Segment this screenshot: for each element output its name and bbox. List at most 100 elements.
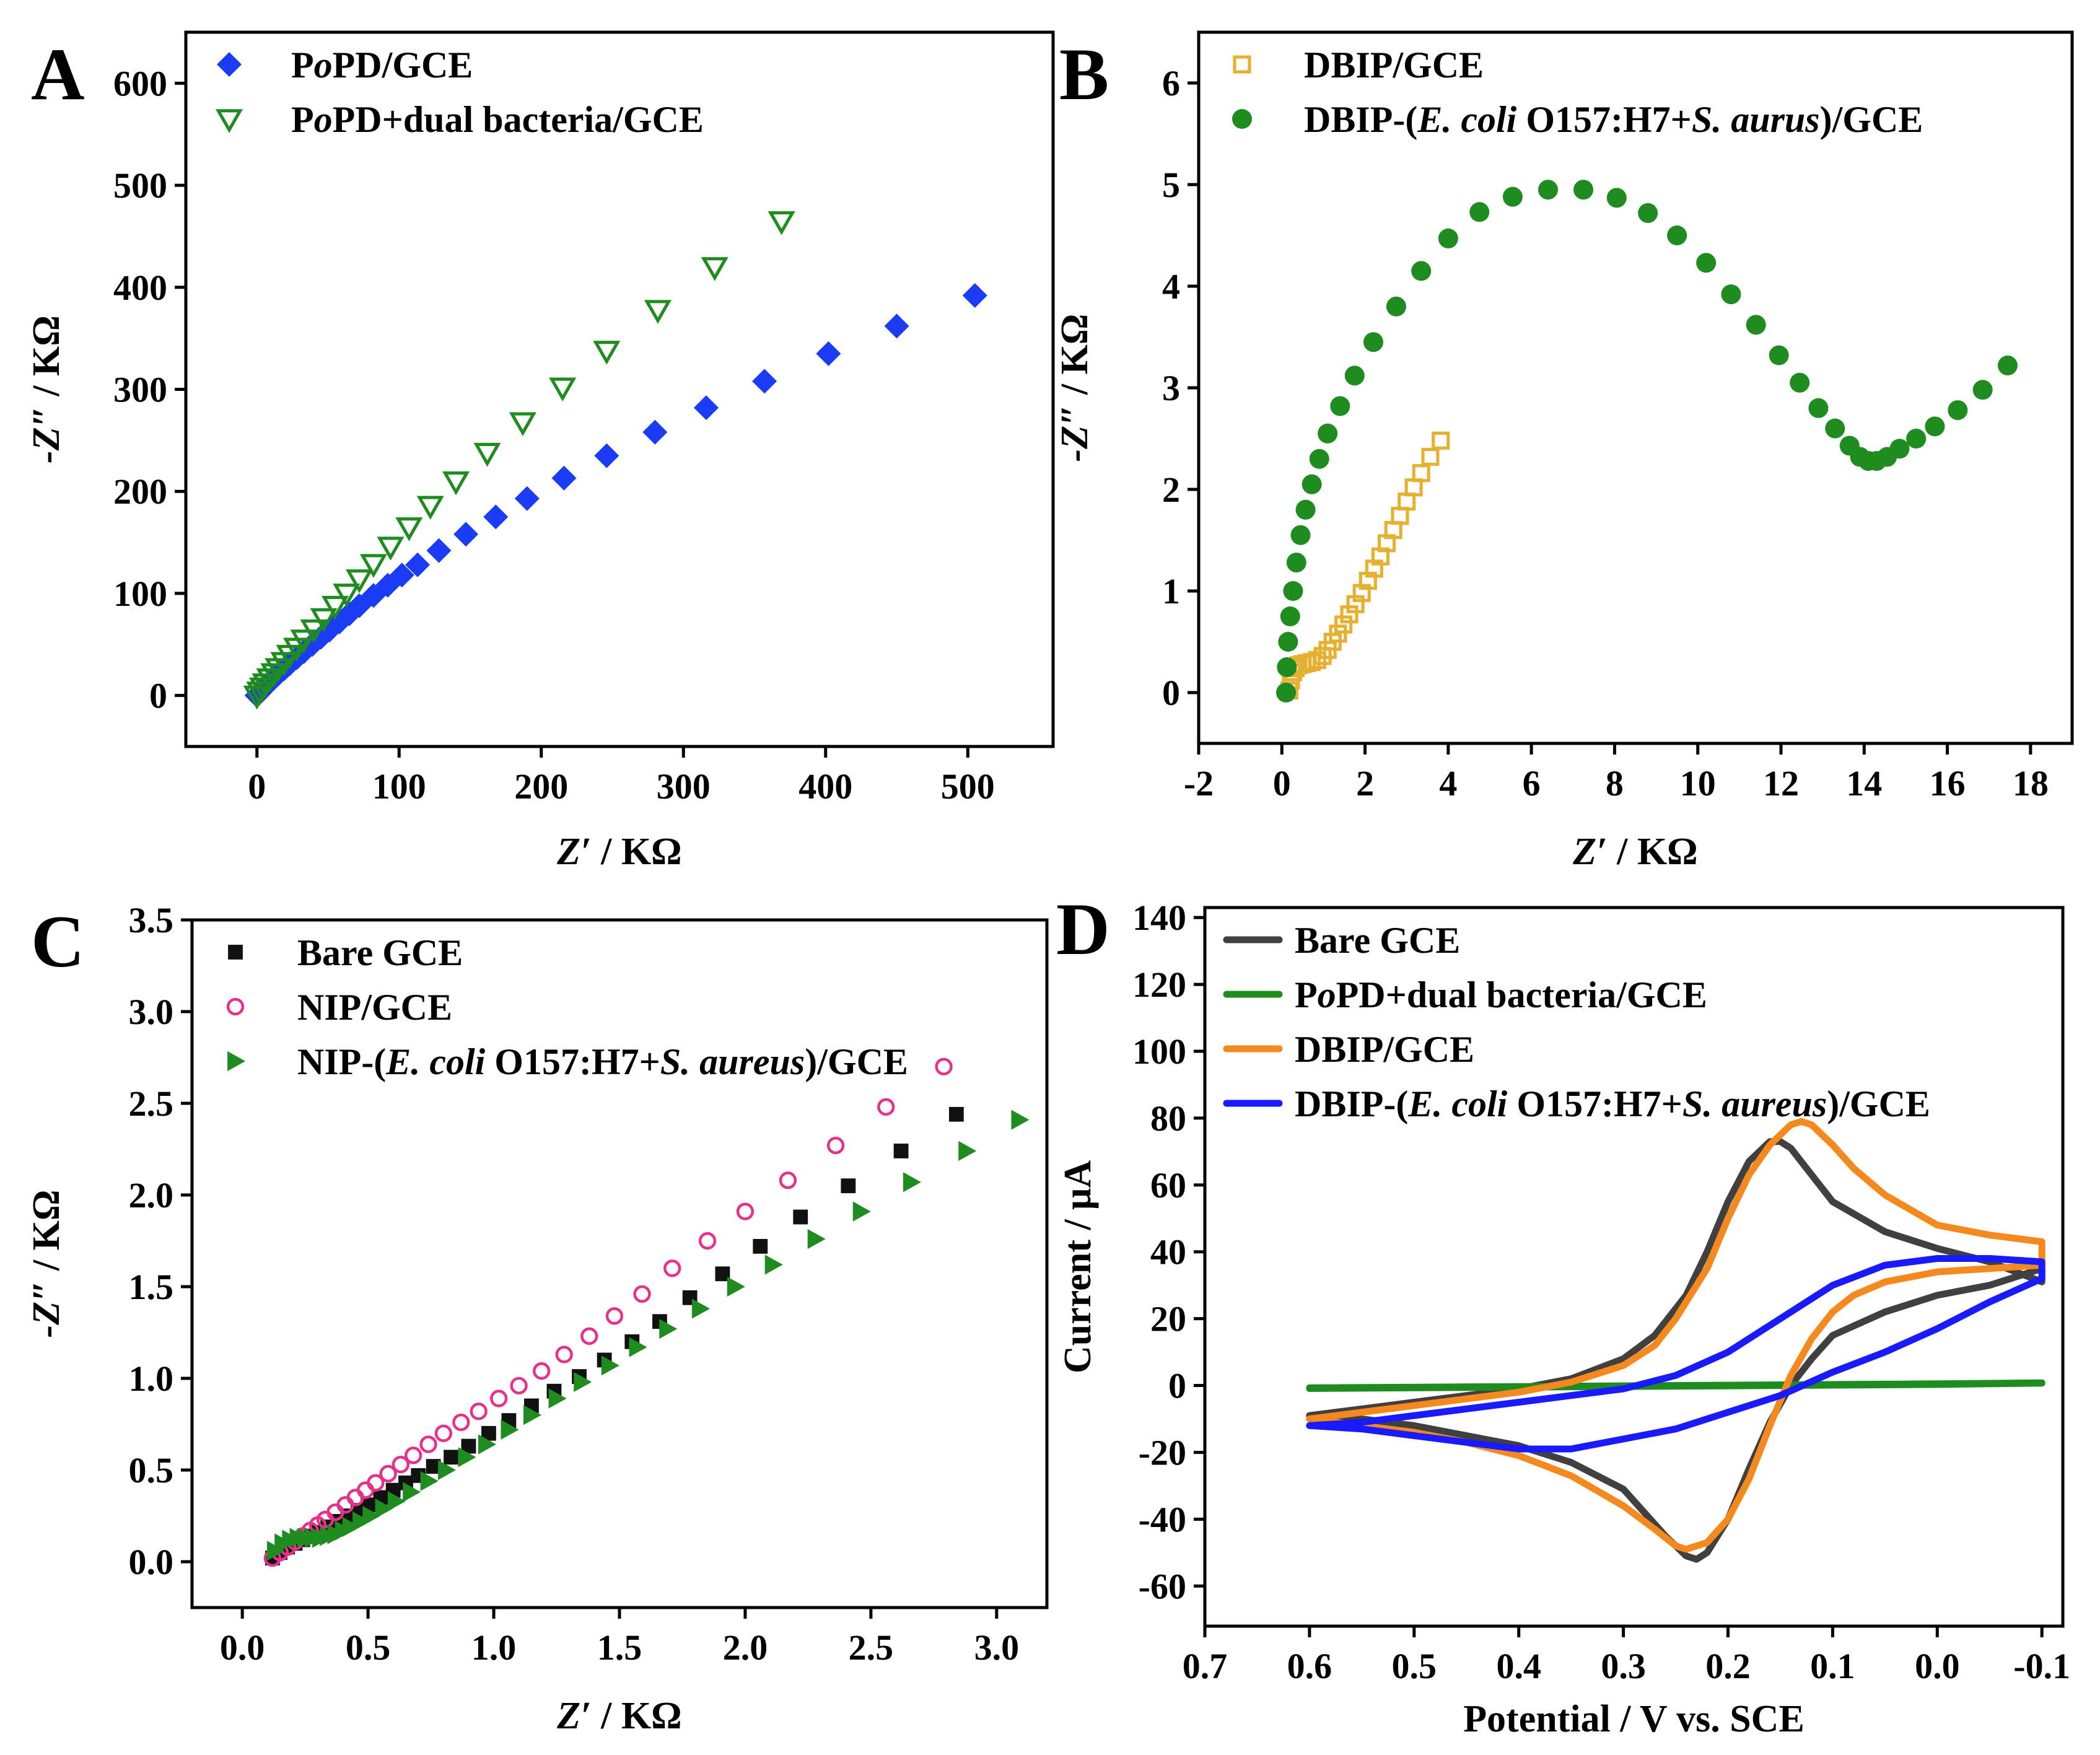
x-tick-label: 2.5 — [849, 1627, 894, 1668]
panel-a: A 0 100 200 300 400 500 0 100 200 300 400 500 600 Z′ /… — [25, 30, 1055, 873]
x-tick-label: 0.1 — [1810, 1646, 1855, 1686]
data-point — [826, 1136, 845, 1155]
data-point — [461, 1438, 476, 1454]
panel-letter: C — [31, 900, 85, 983]
y-tick-label: 300 — [113, 370, 167, 410]
plot-frame — [1203, 906, 2065, 1628]
data-point — [893, 1144, 909, 1158]
y-tick-label: 1.0 — [129, 1359, 174, 1399]
data-point — [580, 1327, 598, 1346]
data-point — [633, 1285, 651, 1303]
y-tick-label: 400 — [113, 268, 167, 308]
series-3 — [267, 1109, 1030, 1561]
legend-label: PoPD+dual bacteria/GCE — [291, 99, 704, 140]
data-point — [403, 1482, 421, 1502]
x-tick-label: 4 — [1439, 763, 1457, 803]
data-point — [659, 1318, 678, 1339]
data-point — [458, 1447, 476, 1468]
y-tick-label: 500 — [113, 165, 167, 206]
data-point — [727, 1276, 745, 1297]
data-point — [698, 1232, 717, 1250]
series-line — [1306, 1118, 2045, 1553]
y-tick-label: 2.5 — [129, 1083, 174, 1124]
data-point — [1412, 464, 1430, 483]
data-point — [1746, 315, 1766, 335]
y-tick-label: 100 — [113, 574, 167, 614]
y-tick-label: -20 — [1139, 1432, 1186, 1473]
data-point — [444, 1450, 458, 1465]
data-point — [478, 1434, 496, 1455]
data-point — [405, 1446, 422, 1464]
legend-label: DBIP-(E. coli O157:H7+S. aureus)/GCE — [1295, 1083, 1930, 1124]
data-point — [321, 595, 349, 620]
y-tick-label: 600 — [113, 63, 167, 103]
data-point — [884, 313, 909, 339]
data-point — [1769, 345, 1789, 365]
data-point — [1948, 400, 1968, 421]
legend-marker — [1233, 55, 1251, 74]
data-point — [501, 1419, 519, 1440]
x-tick-label: -2 — [1184, 763, 1214, 803]
x-tick-label: 300 — [657, 766, 711, 807]
data-point — [1421, 447, 1440, 466]
series-4 — [1306, 1255, 2045, 1453]
legend-label: DBIP-(E. coli O157:H7+S. aurus)/GCE — [1304, 99, 1923, 140]
data-point — [1334, 615, 1353, 634]
data-point — [551, 465, 577, 491]
data-point — [290, 629, 318, 654]
data-point — [1411, 261, 1432, 281]
y-tick-label: 3 — [1162, 368, 1180, 408]
data-point — [333, 584, 361, 608]
data-point — [753, 1238, 768, 1254]
x-tick-label: 3.0 — [974, 1627, 1020, 1668]
data-point — [1276, 683, 1296, 702]
y-tick-label: 0 — [1168, 1366, 1186, 1406]
data-point — [1011, 1109, 1030, 1130]
data-point — [1295, 499, 1316, 520]
x-tick-label: 2.0 — [723, 1627, 768, 1668]
data-point — [1278, 632, 1298, 652]
data-point — [852, 1201, 871, 1222]
data-point — [903, 1172, 921, 1193]
data-point — [1538, 180, 1558, 200]
data-point — [1808, 398, 1829, 418]
data-point — [1290, 525, 1311, 545]
data-point — [1283, 581, 1303, 601]
data-point — [593, 341, 621, 365]
data-point — [379, 1464, 397, 1483]
data-point — [1386, 296, 1406, 317]
data-point — [1363, 332, 1383, 352]
legend-marker — [1232, 109, 1252, 129]
data-point — [416, 496, 444, 520]
data-point — [1308, 650, 1326, 670]
x-tick-label: 200 — [514, 766, 568, 807]
data-point — [1696, 253, 1717, 273]
data-point — [509, 412, 536, 436]
x-tick-label: 1.5 — [597, 1627, 642, 1668]
series-2 — [263, 1057, 953, 1567]
legend-label: NIP-(E. coli O157:H7+S. aureus)/GCE — [297, 1041, 908, 1082]
plot-data — [263, 1057, 1030, 1567]
data-point — [1889, 439, 1910, 459]
data-point — [352, 1511, 371, 1531]
panel-letter: A — [31, 33, 85, 115]
data-point — [389, 562, 414, 588]
x-tick-label: 0.5 — [1392, 1646, 1437, 1686]
data-point — [644, 300, 672, 324]
series-line — [1306, 1255, 2045, 1453]
data-point — [342, 1516, 361, 1537]
x-axis-title: Z′ / KΩ — [556, 831, 681, 873]
data-point — [481, 1425, 496, 1441]
legend-label: DBIP/GCE — [1295, 1029, 1474, 1070]
data-point — [555, 1346, 573, 1363]
y-tick-label: 0 — [1162, 673, 1180, 713]
data-point — [549, 377, 577, 401]
data-point — [420, 1471, 439, 1491]
legend-marker — [215, 109, 243, 133]
x-axis-title: Z′ / KΩ — [1572, 831, 1697, 873]
x-tick-label: 8 — [1606, 763, 1624, 803]
y-tick-label: -40 — [1139, 1499, 1186, 1539]
series-2 — [243, 211, 795, 710]
data-point — [807, 1228, 826, 1250]
